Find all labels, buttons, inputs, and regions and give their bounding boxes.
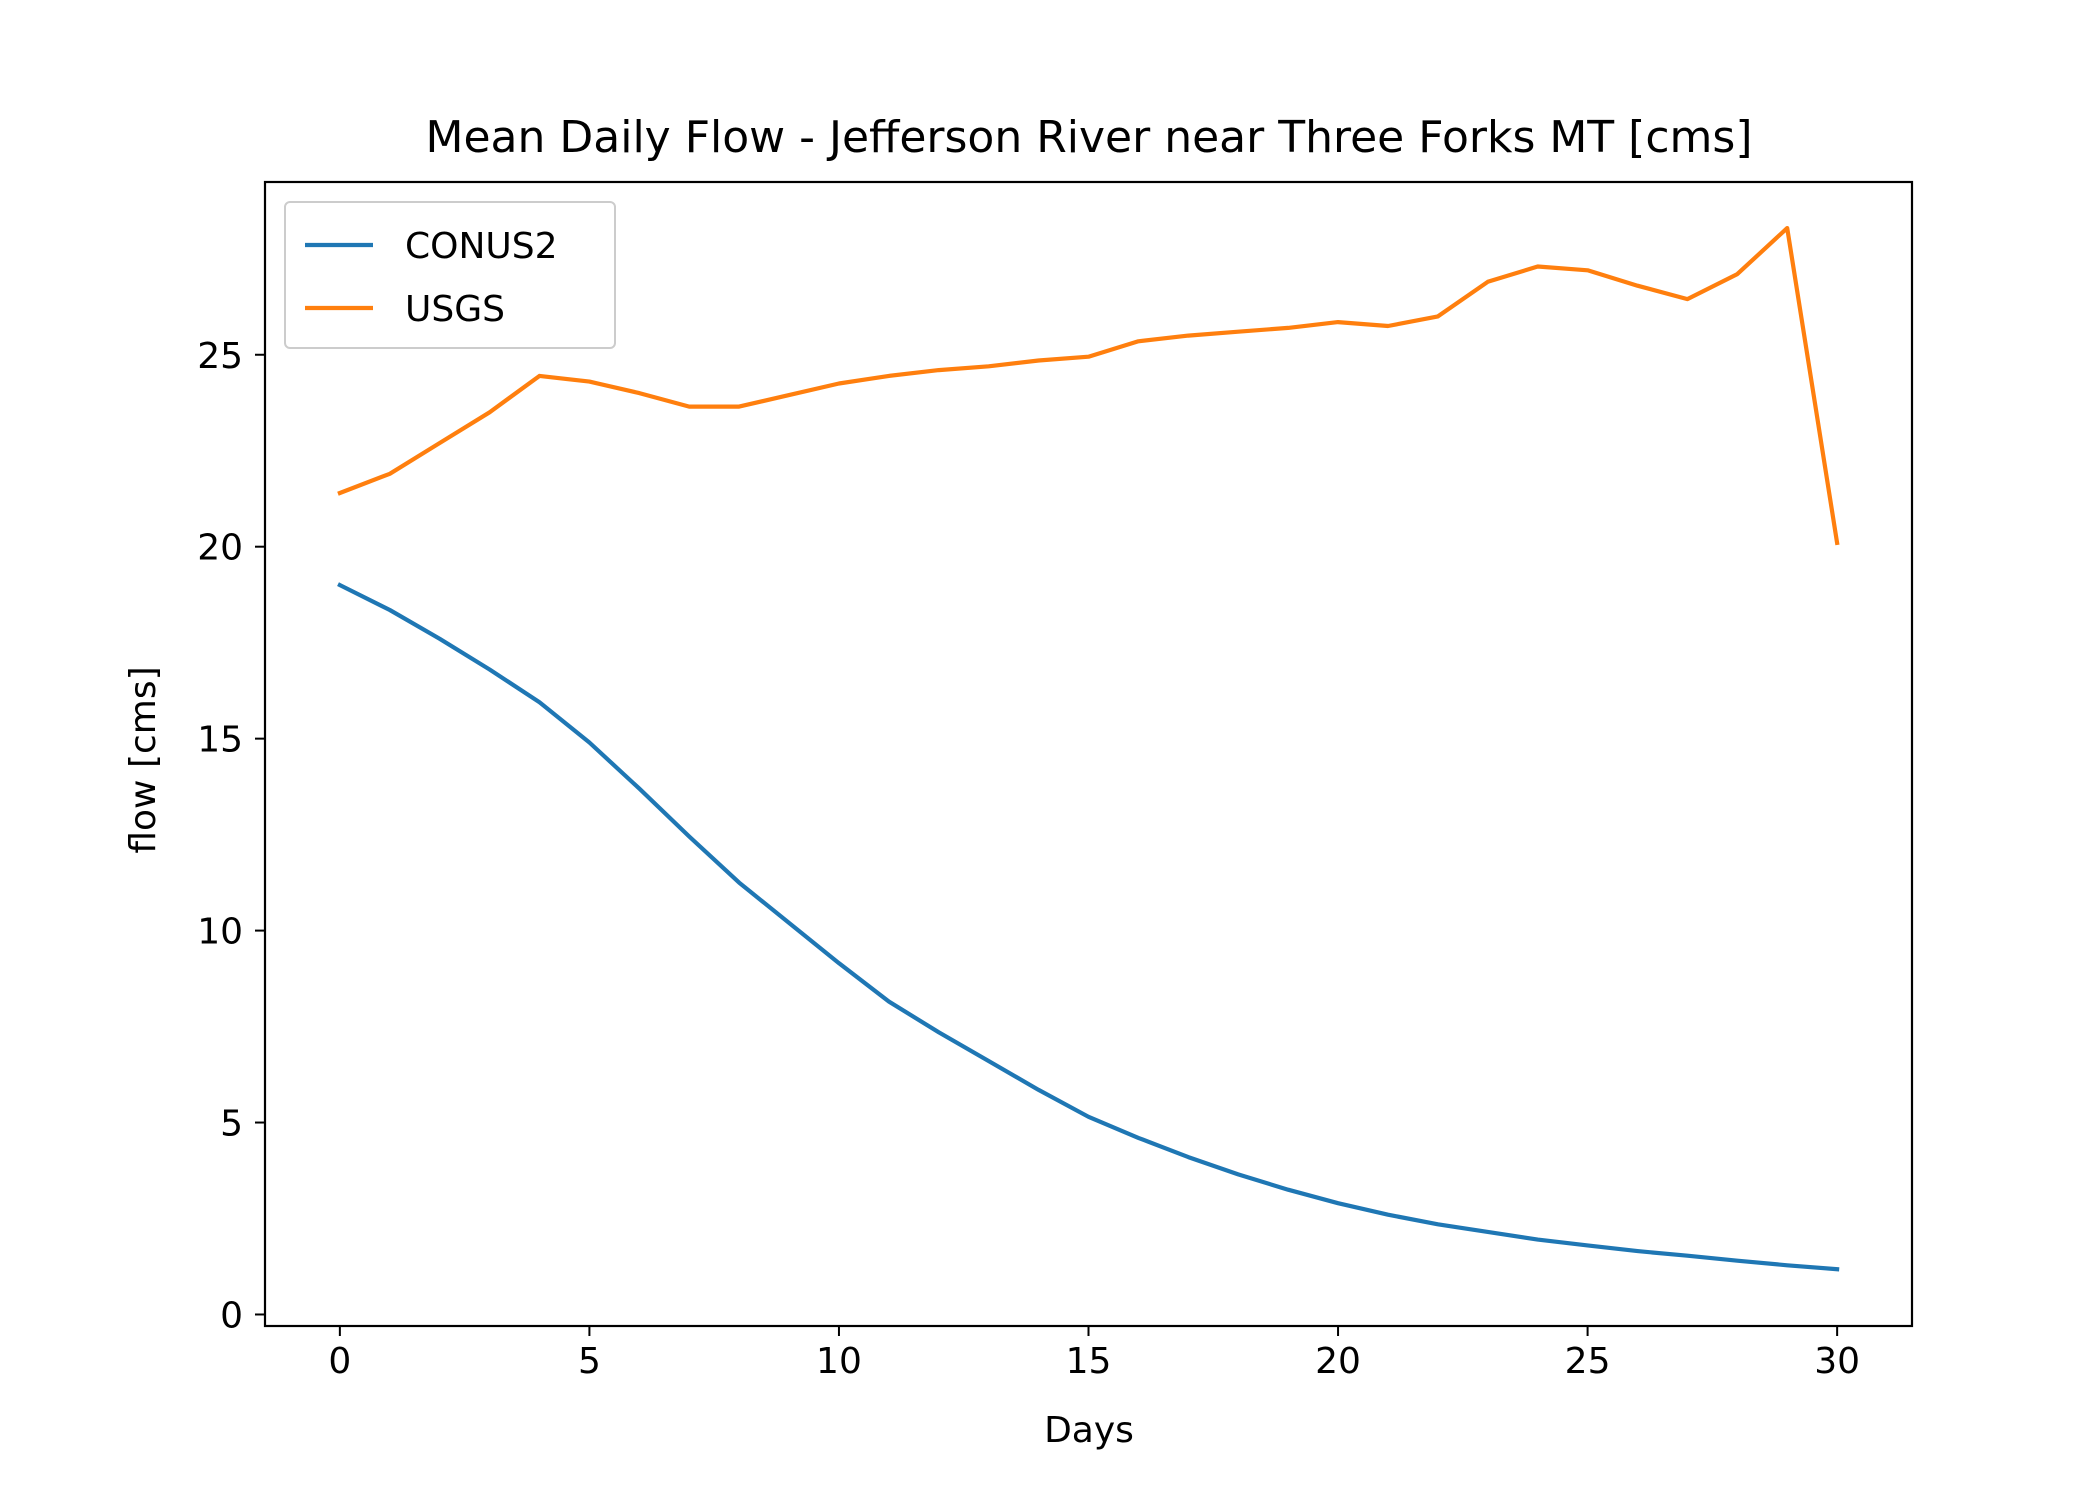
y-tick-label: 10 — [197, 912, 243, 953]
series-line-usgs — [337, 226, 1840, 546]
x-tick-label: 25 — [1565, 1341, 1611, 1382]
y-tick-label: 25 — [197, 336, 243, 377]
chart-title: Mean Daily Flow - Jefferson River near T… — [426, 112, 1753, 163]
x-tick-label: 15 — [1066, 1341, 1112, 1382]
legend: CONUS2 USGS — [284, 201, 616, 349]
x-tick-label: 0 — [328, 1341, 351, 1382]
x-tick-label: 10 — [816, 1341, 862, 1382]
legend-label-usgs: USGS — [405, 289, 505, 330]
x-tick-label: 5 — [578, 1341, 601, 1382]
y-tick-label: 15 — [197, 720, 243, 761]
y-tick-label: 20 — [197, 528, 243, 569]
legend-frame — [284, 201, 616, 349]
legend-label-conus2: CONUS2 — [405, 226, 558, 267]
y-axis-label: flow [cms] — [123, 666, 164, 853]
plot-area: 0 5 10 15 20 25 30 0 5 10 15 20 25 — [197, 180, 1914, 1382]
series-line-conus2 — [337, 582, 1840, 1272]
x-axis-label: Days — [1044, 1410, 1134, 1451]
y-tick-label: 0 — [220, 1295, 243, 1336]
x-tick-label: 30 — [1814, 1341, 1860, 1382]
y-tick-label: 5 — [220, 1104, 243, 1145]
x-tick-label: 20 — [1315, 1341, 1361, 1382]
